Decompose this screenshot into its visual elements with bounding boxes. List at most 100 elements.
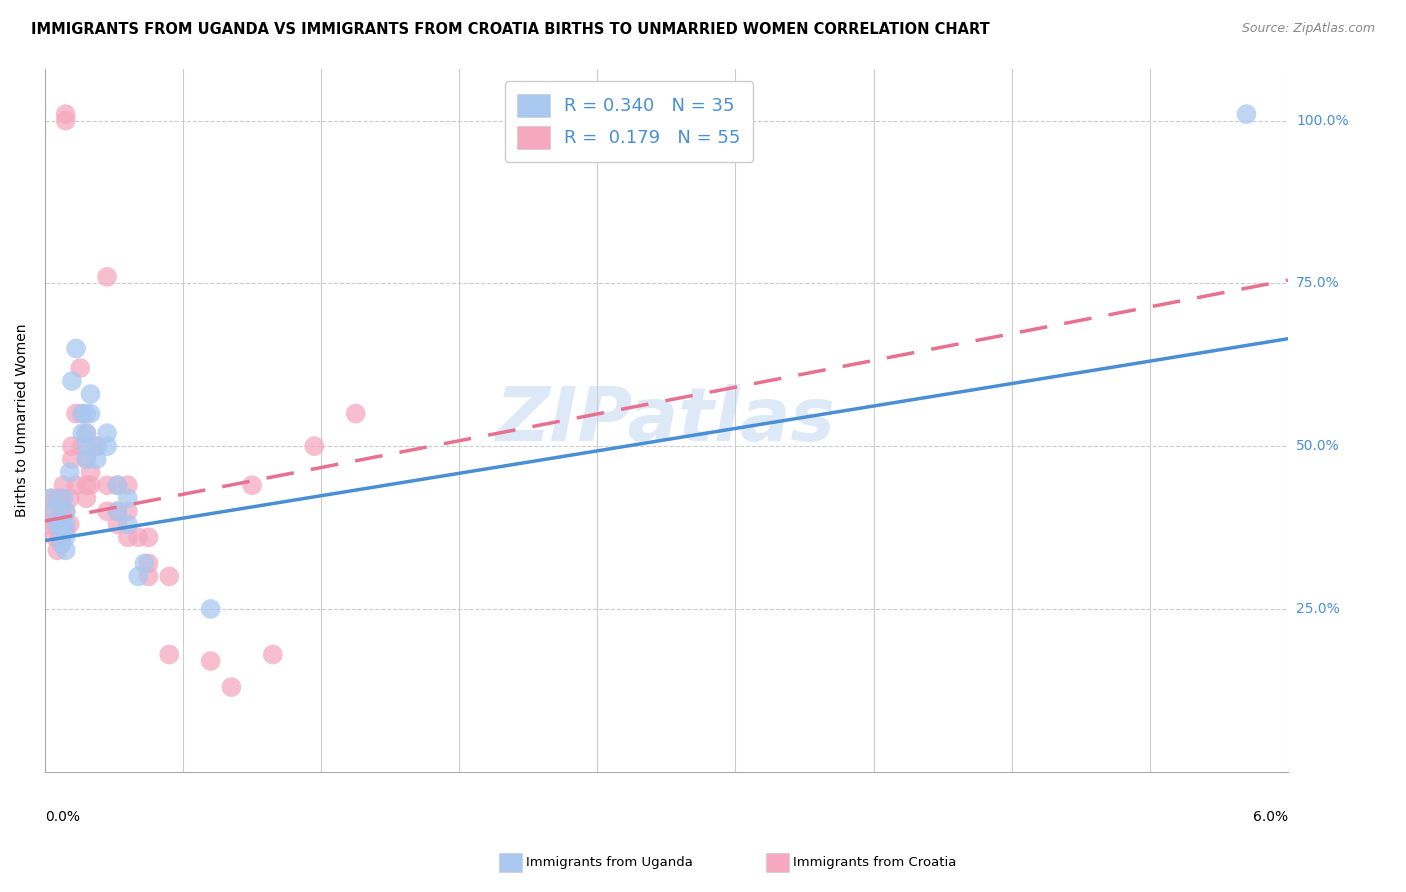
Text: 100.0%: 100.0% [1296, 113, 1348, 128]
Point [69, 361, 91, 376]
Point [52, 524, 75, 538]
Text: 75.0%: 75.0% [1296, 277, 1340, 291]
Text: ZIPatlas: ZIPatlas [496, 384, 837, 457]
Text: Source: ZipAtlas.com: Source: ZipAtlas.com [1241, 22, 1375, 36]
Point [48, 517, 70, 532]
Point [59, 517, 82, 532]
Point [46, 491, 69, 506]
Point [75, 407, 97, 421]
Point [107, 504, 129, 518]
Point [51, 504, 73, 518]
Point [60, 374, 83, 388]
Point [55, 517, 77, 532]
Point [75, 426, 97, 441]
Point [72, 407, 94, 421]
Point [52, 517, 75, 532]
Point [86, 439, 108, 453]
Text: 0.0%: 0.0% [45, 810, 80, 824]
Point [96, 478, 118, 492]
Point [55, 504, 77, 518]
Point [86, 439, 108, 453]
Point [157, 569, 180, 583]
Point [42, 504, 65, 518]
Point [59, 465, 82, 479]
Point [46, 517, 69, 532]
Point [344, 407, 367, 421]
Point [107, 517, 129, 532]
Point [117, 491, 139, 506]
Point [65, 407, 87, 421]
Point [44, 530, 66, 544]
Point [75, 478, 97, 492]
Point [72, 439, 94, 453]
Point [107, 504, 129, 518]
Point [55, 530, 77, 544]
Point [262, 648, 284, 662]
Point [138, 569, 160, 583]
Text: 50.0%: 50.0% [1296, 439, 1340, 453]
Text: Immigrants from Croatia: Immigrants from Croatia [793, 856, 956, 869]
Text: IMMIGRANTS FROM UGANDA VS IMMIGRANTS FROM CROATIA BIRTHS TO UNMARRIED WOMEN CORR: IMMIGRANTS FROM UGANDA VS IMMIGRANTS FRO… [31, 22, 990, 37]
Point [51, 537, 73, 551]
Point [117, 530, 139, 544]
Point [138, 557, 160, 571]
Point [39, 491, 62, 506]
Point [55, 524, 77, 538]
Point [75, 491, 97, 506]
Text: Immigrants from Uganda: Immigrants from Uganda [526, 856, 693, 869]
Point [51, 524, 73, 538]
Point [75, 439, 97, 453]
Point [55, 107, 77, 121]
Point [86, 452, 108, 467]
Point [51, 491, 73, 506]
Point [117, 504, 139, 518]
Point [138, 530, 160, 544]
Point [48, 530, 70, 544]
Point [304, 439, 326, 453]
Point [65, 478, 87, 492]
Point [134, 557, 156, 571]
Point [157, 648, 180, 662]
Point [200, 602, 222, 616]
Point [240, 478, 263, 492]
Point [79, 387, 101, 401]
Point [1236, 107, 1258, 121]
Point [55, 543, 77, 558]
Point [60, 452, 83, 467]
Point [221, 680, 243, 694]
Point [59, 491, 82, 506]
Point [44, 504, 66, 518]
Point [117, 478, 139, 492]
Point [72, 407, 94, 421]
Point [96, 426, 118, 441]
Point [65, 342, 87, 356]
Point [52, 491, 75, 506]
Point [117, 517, 139, 532]
Point [55, 113, 77, 128]
Text: 6.0%: 6.0% [1253, 810, 1288, 824]
Point [48, 517, 70, 532]
Point [127, 569, 149, 583]
Point [72, 426, 94, 441]
Point [107, 478, 129, 492]
Legend: R = 0.340   N = 35, R =  0.179   N = 55: R = 0.340 N = 35, R = 0.179 N = 55 [505, 81, 754, 161]
Point [107, 478, 129, 492]
Point [44, 517, 66, 532]
Point [52, 478, 75, 492]
Point [79, 478, 101, 492]
Point [75, 426, 97, 441]
Point [96, 269, 118, 284]
Point [60, 439, 83, 453]
Point [79, 465, 101, 479]
Point [96, 504, 118, 518]
Point [55, 504, 77, 518]
Point [46, 543, 69, 558]
Point [79, 407, 101, 421]
Point [75, 452, 97, 467]
Point [200, 654, 222, 668]
Point [127, 530, 149, 544]
Point [38, 517, 60, 532]
Point [75, 452, 97, 467]
Y-axis label: Births to Unmarried Women: Births to Unmarried Women [15, 324, 30, 516]
Text: 25.0%: 25.0% [1296, 602, 1340, 616]
